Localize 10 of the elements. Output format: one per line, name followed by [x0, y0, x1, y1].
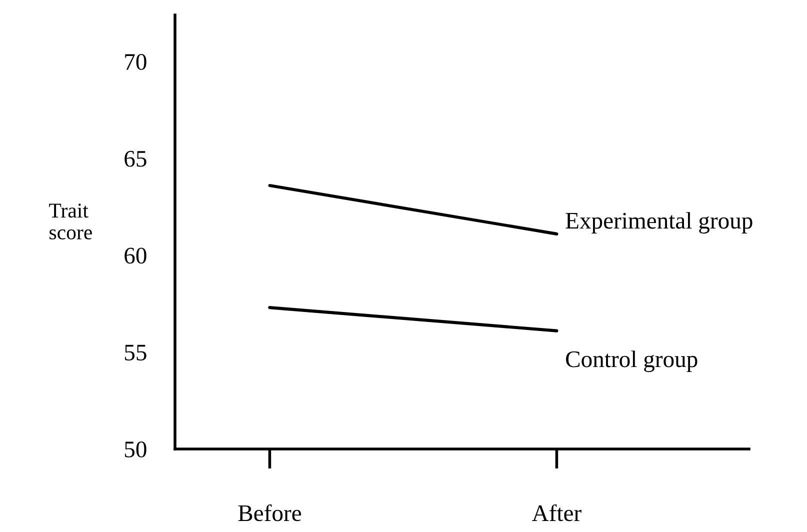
y-axis-title: Trait score — [49, 204, 92, 240]
x-tick-label: Before — [238, 504, 302, 522]
series-label: Control group — [566, 350, 698, 372]
y-tick-label: 60 — [124, 248, 146, 264]
y-tick-label: 65 — [124, 150, 146, 167]
y-tick-label: 50 — [124, 441, 146, 458]
x-tick-label: After — [532, 504, 582, 522]
y-tick-label: 70 — [125, 54, 146, 70]
y-tick-label: 55 — [124, 344, 146, 361]
series-label: Experimental group — [566, 212, 752, 234]
